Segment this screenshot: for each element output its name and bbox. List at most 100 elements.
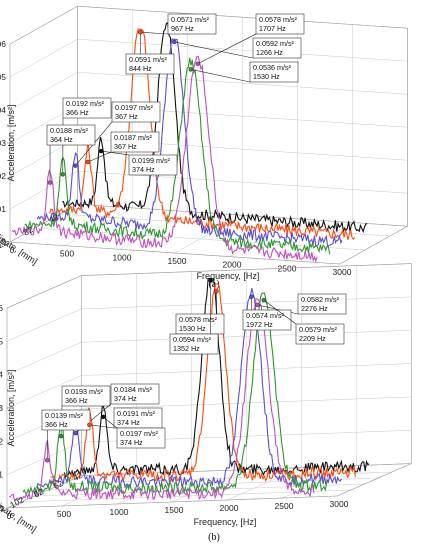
back-wall-frame [77, 5, 408, 227]
depth-tick-label: 82 [22, 224, 35, 237]
depth-tick-label: 122 [0, 503, 6, 519]
annotation-leader [102, 416, 118, 429]
peak-marker [100, 414, 106, 420]
annotation-frequency: 374 Hz [114, 394, 137, 403]
peak-marker [58, 434, 64, 439]
annotation-frequency: 1352 Hz [173, 344, 200, 353]
annotation-value: 0.0592 m/s² [256, 39, 295, 48]
annotation-value: 0.0571 m/s² [171, 15, 210, 24]
annotation-frequency: 374 Hz [132, 165, 155, 174]
y-tick-label: 0.06 [0, 39, 6, 49]
annotation-leader [101, 150, 130, 156]
annotation-leader [190, 69, 251, 83]
peak-marker [172, 39, 177, 45]
annotation-frequency: 364 Hz [50, 135, 73, 144]
depth-tick-label: 82 [32, 486, 45, 499]
y-tick-label: 0.03 [0, 403, 3, 413]
annotation-value: 0.0574 m/s² [246, 311, 285, 320]
annotation-leader [140, 31, 169, 35]
y-tick-label: 0.02 [0, 171, 6, 181]
x-tick-label: 3000 [330, 499, 349, 509]
peak-marker [208, 278, 213, 283]
peak-marker [195, 61, 200, 66]
annotation-value: 0.0197 m/s² [115, 103, 154, 112]
series-line-green [22, 292, 329, 495]
peak-marker [261, 297, 266, 303]
series-line-blue [36, 38, 343, 248]
annotation-box [169, 333, 219, 355]
x-tick-label: 1500 [168, 256, 187, 266]
series-line-orange [49, 28, 356, 240]
annotation-box [46, 124, 96, 146]
depth-tick-label: 122 [0, 237, 9, 253]
annotation-frequency: 374 Hz [120, 438, 143, 447]
peak-marker [47, 180, 53, 185]
peak-marker [188, 67, 194, 72]
depth-tick-label: 62 [52, 478, 65, 491]
gridline-floor [116, 471, 192, 505]
annotation-box [61, 385, 111, 407]
gridline-depth [61, 471, 393, 485]
series-line-orange [50, 283, 356, 484]
annotation-frequency: 967 Hz [171, 24, 194, 33]
peak-marker [255, 302, 260, 308]
peak-marker [249, 294, 254, 299]
peak-marker [73, 430, 78, 436]
annotation-value: 0.0188 m/s² [50, 126, 89, 135]
annotation-box [167, 13, 217, 35]
peak-marker [60, 172, 65, 177]
gridline-floor [171, 469, 247, 503]
annotation-value: 0.0578 m/s² [259, 15, 298, 24]
peak-marker [214, 289, 219, 294]
annotation-frequency: 366 Hz [65, 396, 88, 405]
annotation-frequency: 1530 Hz [253, 72, 280, 81]
chart-panel-b: 0 500 1000 1500 2000 2500 3000 0 0.01 0.02 0.03 0.0… [0, 263, 412, 543]
y-tick-label: 0.05 [0, 72, 6, 82]
depth-tick-label: 42 [71, 470, 84, 483]
x-axis-title: Frequency, [Hz] [194, 517, 257, 527]
series-line-black [62, 22, 368, 234]
y-tick-label: 0.06 [0, 303, 3, 313]
annotation-leader [174, 41, 254, 59]
annotation-frequency: 2276 Hz [301, 304, 328, 313]
annotation-value: 0.0184 m/s² [114, 385, 153, 394]
annotation-leader [197, 33, 257, 65]
annotation-box [128, 154, 178, 176]
annotation-value: 0.0578 m/s² [179, 315, 218, 324]
annotation-frequency: 367 Hz [115, 112, 138, 121]
panel-label: (b) [208, 532, 220, 543]
annotation-value: 0.0193 m/s² [65, 387, 104, 396]
x-tick-label: 500 [57, 509, 71, 519]
x-tick-label: 2500 [275, 501, 294, 511]
annotation-box [252, 37, 302, 59]
annotation-frequency: 367 Hz [114, 142, 137, 151]
series-line-magenta [11, 55, 318, 263]
peak-marker [98, 148, 104, 154]
annotation-box [249, 61, 299, 83]
x-tick-label: 3000 [333, 267, 352, 277]
annotation-leader [87, 151, 112, 163]
annotation-value: 0.0139 m/s² [45, 411, 84, 420]
annotation-frequency: 1266 Hz [256, 48, 283, 57]
peak-marker [73, 163, 78, 168]
y-tick-label: 0 [1, 237, 6, 247]
x-tick-label: 500 [60, 249, 74, 259]
y-tick-label: 0.01 [0, 470, 3, 480]
back-wall-frame [80, 263, 412, 476]
annotation-frequency: 1707 Hz [259, 24, 286, 33]
x-tick-label: 2000 [223, 260, 242, 270]
gridline-depth [48, 477, 379, 491]
annotation-frequency: 366 Hz [45, 420, 68, 429]
y-axis-title: Acceleration, [m/s²] [6, 104, 16, 181]
annotation-frequency: 2209 Hz [299, 334, 326, 343]
annotation-value: 0.0197 m/s² [120, 429, 159, 438]
annotation-frequency: 1972 Hz [246, 320, 273, 329]
annotation-value: 0.0594 m/s² [173, 335, 212, 344]
annotation-value: 0.0191 m/s² [117, 409, 156, 418]
annotation-value: 0.0187 m/s² [114, 133, 153, 142]
annotation-frequency: 1530 Hz [179, 324, 206, 333]
annotation-value: 0.0199 m/s² [132, 156, 171, 165]
